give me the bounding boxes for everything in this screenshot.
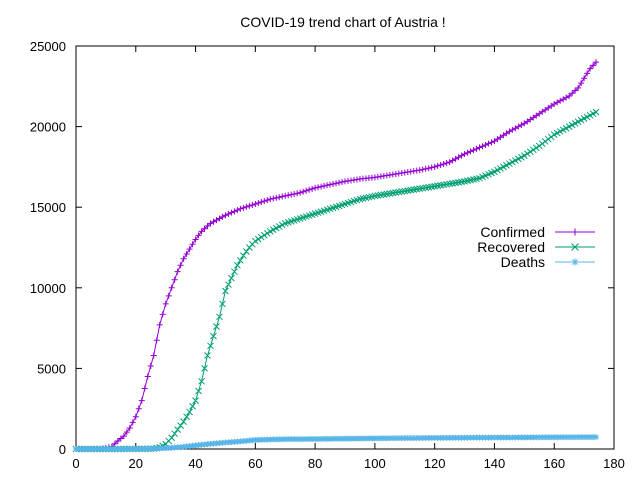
chart-title: COVID-19 trend chart of Austria ! (240, 14, 445, 30)
series-lines (72, 59, 600, 453)
series-deaths (73, 434, 600, 452)
legend-label: Deaths (501, 254, 545, 270)
x-tick-label: 40 (188, 456, 202, 471)
x-tick-label: 0 (72, 456, 79, 471)
plot-border (75, 45, 615, 450)
x-tick-label: 180 (603, 456, 625, 471)
x-tick-label: 80 (308, 456, 322, 471)
x-tick-label: 160 (543, 456, 565, 471)
legend-label: Recovered (477, 239, 545, 255)
axes: 0 20 40 60 80 100 120 140 160 180 0 5000 10000 15000 2… (30, 39, 625, 471)
legend-label: Confirmed (480, 224, 545, 240)
y-tick-label: 15000 (30, 200, 66, 215)
series-markers-deaths (73, 434, 600, 452)
legend-item-confirmed: Confirmed (480, 224, 595, 240)
x-tick-label: 20 (129, 456, 143, 471)
y-tick-label: 5000 (37, 361, 66, 376)
series-confirmed (73, 59, 600, 452)
y-tick-label: 10000 (30, 281, 66, 296)
x-tick-label: 100 (364, 456, 386, 471)
legend-marker (571, 228, 579, 236)
legend-item-recovered: Recovered (477, 239, 595, 255)
legend-item-deaths: Deaths (501, 254, 595, 270)
x-tick-label: 60 (248, 456, 262, 471)
x-tick-label: 140 (484, 456, 506, 471)
y-tick-label: 20000 (30, 120, 66, 135)
legend-marker (571, 258, 579, 266)
y-tick-label: 25000 (30, 39, 66, 54)
legend-marker (571, 243, 579, 251)
x-tick-label: 120 (424, 456, 446, 471)
y-tick-label: 0 (59, 442, 66, 457)
